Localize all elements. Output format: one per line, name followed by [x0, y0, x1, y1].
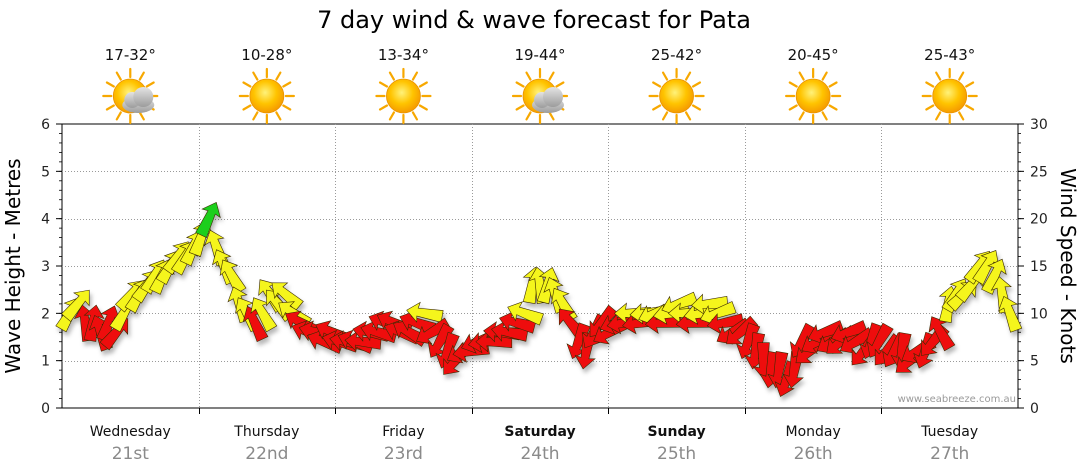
right-axis: 0 5 10 15 20 25 30	[1018, 117, 1048, 417]
left-tick-label: 4	[41, 212, 50, 228]
left-tick-label: 2	[41, 306, 50, 322]
temperature-range: 19-44°	[514, 46, 565, 64]
right-tick-label: 20	[1030, 212, 1048, 228]
wind-arrow	[195, 201, 221, 238]
day-date: 21st	[112, 444, 149, 464]
plot-area	[61, 123, 1019, 414]
right-tick-label: 15	[1030, 259, 1048, 275]
right-tick-label: 25	[1030, 164, 1048, 180]
left-tick-label: 6	[41, 117, 50, 133]
sunny-icon	[375, 67, 432, 125]
day-name: Friday	[382, 424, 424, 440]
left-axis-label: Wave Height - Metres	[1, 158, 25, 373]
day-name: Tuesday	[920, 424, 978, 440]
partly-cloudy-icon	[102, 67, 159, 125]
chart-title: 7 day wind & wave forecast for Pata	[317, 6, 751, 34]
day-name: Monday	[786, 424, 841, 440]
sunny-icon	[921, 67, 978, 125]
left-axis: 0 1 2 3 4 5 6	[41, 117, 62, 417]
wind-arrows-series	[55, 201, 1023, 397]
day-date: 22nd	[245, 444, 288, 464]
right-tick-label: 30	[1030, 117, 1048, 133]
day-name: Sunday	[647, 424, 705, 440]
day-date: 27th	[930, 444, 969, 464]
day-date: 26th	[794, 444, 833, 464]
left-tick-label: 5	[41, 164, 50, 180]
temperature-range: 20-45°	[788, 46, 839, 64]
day-date: 25th	[657, 444, 696, 464]
right-tick-label: 5	[1030, 354, 1039, 370]
temperature-range: 25-42°	[651, 46, 702, 64]
wind-arrow	[507, 301, 544, 326]
sunny-icon	[648, 67, 705, 125]
wind-arrow	[406, 301, 444, 323]
right-tick-label: 10	[1030, 306, 1048, 322]
left-tick-label: 3	[41, 259, 50, 275]
gridlines	[62, 124, 1018, 408]
temperature-range: 13-34°	[378, 46, 429, 64]
sunny-icon	[238, 67, 295, 125]
credit-text: www.seabreeze.com.au	[898, 394, 1016, 405]
temperature-range: 25-43°	[924, 46, 975, 64]
wind-arrow	[271, 282, 304, 312]
day-name: Thursday	[233, 424, 299, 440]
weather-row: 17-32° 10-28° 13-34° 19-44° 25-42° 20-45° 25-4…	[102, 46, 978, 125]
temperature-range: 17-32°	[105, 46, 156, 64]
left-tick-label: 0	[41, 401, 50, 417]
day-labels: Wednesday 21st Thursday 22nd Friday 23rd Satur…	[90, 424, 978, 464]
temperature-range: 10-28°	[241, 46, 292, 64]
day-name: Saturday	[504, 424, 575, 440]
wind-arrow	[981, 258, 1007, 295]
wind-arrow	[61, 289, 90, 322]
wind-arrow	[997, 295, 1023, 333]
sunny-icon	[785, 67, 842, 125]
right-tick-label: 0	[1030, 401, 1039, 417]
left-tick-label: 1	[41, 354, 50, 370]
right-axis-label: Wind Speed - Knots	[1056, 168, 1080, 364]
day-date: 24th	[520, 444, 559, 464]
wind-arrow	[416, 317, 452, 345]
day-name: Wednesday	[90, 424, 171, 440]
day-date: 23rd	[384, 444, 423, 464]
partly-cloudy-icon	[511, 67, 569, 125]
wind-arrow	[928, 316, 956, 352]
